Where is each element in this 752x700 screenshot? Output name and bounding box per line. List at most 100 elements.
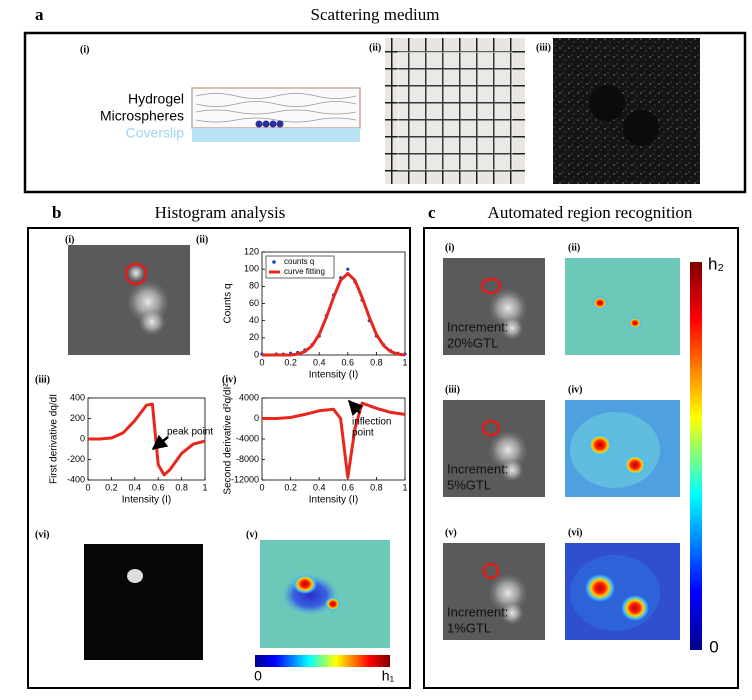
x-tick-label: 1 xyxy=(402,482,407,492)
hot-spot xyxy=(585,574,615,602)
colorbar xyxy=(690,262,702,650)
sublabel: (vi) xyxy=(568,527,582,538)
increment-label: Increment: xyxy=(447,604,508,619)
heatmap-halo xyxy=(570,555,660,631)
x-tick-label: 0.2 xyxy=(284,482,297,492)
photo xyxy=(385,38,525,184)
increment-value: 5%GTL xyxy=(447,477,491,492)
panel-label: c xyxy=(428,203,436,222)
hydrogel-diagram xyxy=(191,87,361,142)
increment-label: Increment: xyxy=(447,461,508,476)
y-tick-label: -200 xyxy=(67,454,85,464)
hot-spot xyxy=(587,433,613,457)
x-tick-label: 0 xyxy=(259,482,264,492)
y-tick-label: 20 xyxy=(249,332,259,342)
sublabel: (ii) xyxy=(369,42,381,53)
increment-value: 1%GTL xyxy=(447,620,491,635)
legend-box xyxy=(265,255,335,279)
panel-frame xyxy=(23,31,747,194)
x-tick-label: 0.8 xyxy=(370,482,383,492)
sublabel: (ii) xyxy=(568,242,580,253)
hot-spot xyxy=(623,454,647,476)
sublabel: (iii) xyxy=(35,374,50,385)
y-tick-label: -4000 xyxy=(236,433,259,443)
speckle-image xyxy=(68,245,190,355)
x-tick-label: 0.6 xyxy=(342,482,355,492)
spot xyxy=(500,458,524,482)
y-tick-label: 4000 xyxy=(239,392,259,402)
legend-marker xyxy=(272,260,276,264)
legend-label: curve fitting xyxy=(284,267,325,276)
heatmap-halo xyxy=(570,412,660,488)
mask-blob xyxy=(127,569,143,583)
label: Hydrogel xyxy=(128,91,184,107)
x-tick-label: 0 xyxy=(85,482,90,492)
legend-label: counts q xyxy=(284,257,314,266)
x-tick-label: 0.2 xyxy=(284,357,297,367)
roi xyxy=(482,562,500,580)
x-tick-label: 0.4 xyxy=(313,357,326,367)
x-tick-label: 0.8 xyxy=(370,357,383,367)
sublabel: (i) xyxy=(65,234,74,245)
y-tick-label: 80 xyxy=(249,281,259,291)
hot-spot xyxy=(621,595,649,621)
y-tick-label: 40 xyxy=(249,315,259,325)
sublabel: (i) xyxy=(80,44,89,55)
x-tick-label: 1 xyxy=(202,482,207,492)
annotation: point xyxy=(352,428,374,439)
sublabel: (iii) xyxy=(445,384,460,395)
y-tick-label: 60 xyxy=(249,298,259,308)
x-tick-label: 1 xyxy=(402,357,407,367)
panel-label: b xyxy=(52,203,61,222)
y-tick-label: -8000 xyxy=(236,454,259,464)
roi xyxy=(481,419,501,437)
y-tick-label: 0 xyxy=(254,349,259,359)
x-tick-label: 0.6 xyxy=(152,482,165,492)
y-tick-label: 200 xyxy=(70,413,85,423)
roi xyxy=(480,277,502,295)
data-point xyxy=(346,267,350,271)
panel-frame xyxy=(423,227,739,689)
sublabel: (v) xyxy=(246,529,258,540)
mask-image xyxy=(84,544,203,660)
y-tick-label: -12000 xyxy=(231,474,259,484)
panel-title: Automated region recognition xyxy=(488,203,693,222)
spot xyxy=(500,601,524,625)
photo xyxy=(553,38,700,184)
increment-label: Increment: xyxy=(447,319,508,334)
colorbar-label: 0 xyxy=(254,668,262,684)
y-axis-label: Counts q xyxy=(223,283,234,323)
heatmap xyxy=(260,540,390,648)
gel-outline xyxy=(397,51,513,171)
x-tick-label: 0.4 xyxy=(313,482,326,492)
label: Microspheres xyxy=(100,108,184,124)
label: Coverslip xyxy=(126,125,185,141)
panel-title: Histogram analysis xyxy=(155,203,286,222)
colorbar-label: 0 xyxy=(709,637,718,656)
line-series xyxy=(88,402,206,477)
y-tick-label: 100 xyxy=(244,264,259,274)
sublabel: (iii) xyxy=(536,42,551,53)
sublabel: (ii) xyxy=(196,234,208,245)
annotation: peak point xyxy=(167,427,213,438)
hot-spot xyxy=(628,317,642,329)
sublabel: (v) xyxy=(445,527,457,538)
sublabel: (i) xyxy=(445,242,454,253)
y-tick-label: 400 xyxy=(70,392,85,402)
line-series xyxy=(262,401,406,479)
annotation-arrow xyxy=(151,434,169,450)
x-tick-label: 0.6 xyxy=(342,357,355,367)
colorbar-label: h₁ xyxy=(382,668,395,684)
y-tick-label: 0 xyxy=(254,413,259,423)
x-axis-label: Intensity (I) xyxy=(309,370,358,381)
spot xyxy=(500,316,524,340)
sublabel: (iv) xyxy=(568,384,582,395)
x-tick-label: 0.2 xyxy=(105,482,118,492)
sublabel: (iv) xyxy=(222,374,236,385)
shadow xyxy=(589,85,625,121)
panel-frame xyxy=(27,227,411,689)
increment-value: 20%GTL xyxy=(447,335,498,350)
line-series xyxy=(262,272,406,357)
